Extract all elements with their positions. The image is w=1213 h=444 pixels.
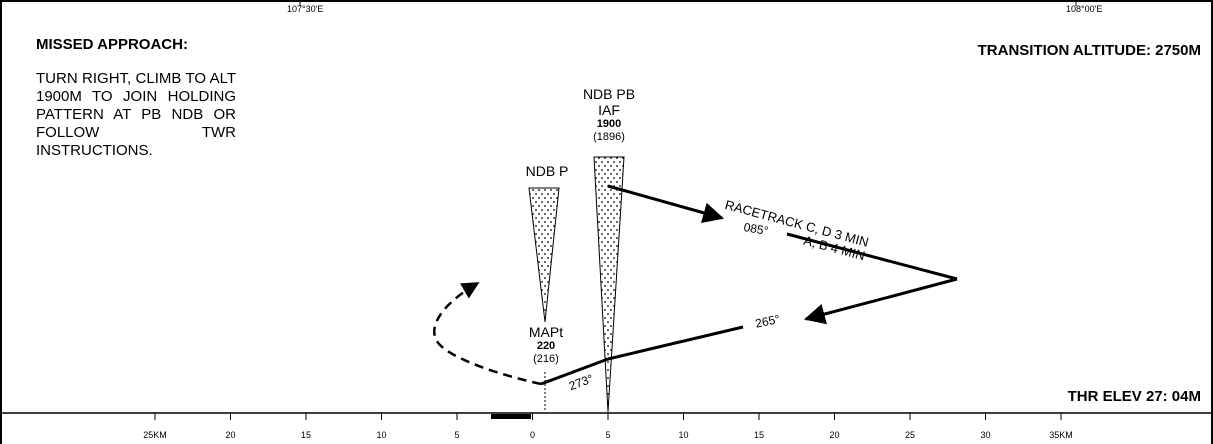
scale-threshold-bar [491,414,531,419]
ndb-pb-label: NDB PB IAF 1900 (1896) [583,86,635,144]
scale-label: 15 [301,430,311,440]
scale-label: 10 [376,430,386,440]
scale-label: 35KM [1049,430,1073,440]
scale-label: 20 [225,430,235,440]
missed-approach-text: TURN RIGHT, CLIMB TO ALT 1900M TO JOIN H… [36,70,236,159]
outbound-leg-2 [786,232,958,281]
ndb-pb-cone [593,156,625,413]
scale-labels: 25KM 20 15 10 5 0 5 10 15 20 25 30 35KM [143,430,1073,440]
scale-label: 15 [754,430,764,440]
mapt-label: MAPt 220 (216) [529,324,563,366]
longitude-label-right: 108°00'E [1066,4,1103,14]
scale-label: 0 [530,430,535,440]
mapt-agl: (216) [533,353,559,365]
mapt-name: MAPt [528,324,564,340]
scale-label: 10 [678,430,688,440]
missed-approach-title: MISSED APPROACH: [36,36,188,53]
final-approach-leg [540,357,609,386]
threshold-elevation: THR ELEV 27: 04M [1067,388,1201,405]
ndb-pb-role: IAF [598,102,620,118]
outbound-leg [607,184,725,224]
ndb-pb-agl: (1896) [593,131,625,143]
ndb-pb-name: NDB PB [582,86,636,102]
scale-label: 5 [605,430,610,440]
scale-label: 25 [905,430,915,440]
mapt-altitude: 220 [536,340,556,352]
scale-ticks [154,413,1062,420]
scale-label: 30 [980,430,990,440]
transition-altitude: TRANSITION ALTITUDE: 2750M [977,42,1201,59]
scale-label: 5 [454,430,459,440]
ndb-p-label: NDB P [525,163,569,179]
scale-label: 20 [829,430,839,440]
scale-label: 25KM [143,430,167,440]
inbound-leg-b [607,325,744,361]
longitude-label-left: 107°30'E [287,4,324,14]
ndb-pb-altitude: 1900 [596,118,622,130]
ndb-p-cone [528,187,560,323]
inbound-leg-a [803,277,958,325]
missed-approach-path [433,281,542,386]
